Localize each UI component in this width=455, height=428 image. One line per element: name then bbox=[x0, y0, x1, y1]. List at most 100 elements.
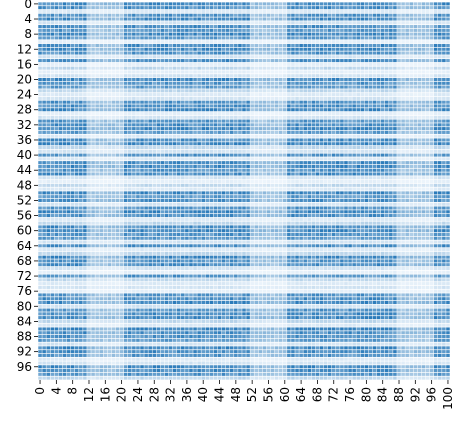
heatmap-cell bbox=[348, 47, 352, 51]
heatmap-cell bbox=[303, 111, 307, 116]
heatmap-cell bbox=[201, 2, 205, 6]
heatmap-cell bbox=[389, 25, 393, 29]
heatmap-cell bbox=[433, 134, 438, 138]
heatmap-cell bbox=[319, 96, 324, 100]
heatmap-cell bbox=[185, 134, 189, 138]
heatmap-cell bbox=[250, 74, 254, 78]
heatmap-cell bbox=[123, 70, 128, 74]
heatmap-cell bbox=[299, 43, 303, 48]
heatmap-cell bbox=[234, 62, 238, 66]
heatmap-cell bbox=[340, 17, 344, 21]
heatmap-cell bbox=[307, 153, 312, 157]
heatmap-cell bbox=[356, 123, 361, 127]
heatmap-cell bbox=[111, 13, 116, 17]
heatmap-cell bbox=[344, 96, 348, 100]
heatmap-cell bbox=[323, 47, 328, 51]
heatmap-cell bbox=[217, 176, 222, 180]
heatmap-cell bbox=[417, 6, 422, 10]
heatmap-cell bbox=[238, 89, 242, 93]
heatmap-cell bbox=[99, 115, 104, 119]
heatmap-cell bbox=[46, 161, 50, 165]
heatmap-cell bbox=[372, 89, 377, 93]
heatmap-cell bbox=[152, 123, 157, 127]
heatmap-cell bbox=[164, 62, 169, 66]
heatmap-cell bbox=[164, 55, 169, 59]
heatmap-cell bbox=[299, 6, 303, 10]
heatmap-cell bbox=[181, 85, 185, 89]
heatmap-cell bbox=[442, 157, 446, 161]
heatmap-cell bbox=[393, 172, 397, 176]
heatmap-cell bbox=[446, 59, 450, 63]
heatmap-cell bbox=[405, 55, 409, 59]
heatmap-cell bbox=[352, 32, 356, 36]
heatmap-cell bbox=[238, 180, 242, 184]
heatmap-cell bbox=[266, 168, 271, 172]
heatmap-cell bbox=[66, 108, 71, 112]
heatmap-cell bbox=[311, 127, 316, 131]
heatmap-cell bbox=[401, 81, 405, 85]
heatmap-cell bbox=[107, 108, 112, 112]
heatmap-cell bbox=[274, 157, 279, 161]
heatmap-cell bbox=[238, 111, 242, 116]
heatmap-cell bbox=[164, 47, 169, 51]
heatmap-cell bbox=[172, 161, 177, 165]
heatmap-cell bbox=[389, 123, 393, 127]
heatmap-cell bbox=[266, 2, 271, 6]
heatmap-cell bbox=[193, 100, 197, 104]
heatmap-cell bbox=[197, 59, 201, 63]
heatmap-cell bbox=[380, 100, 385, 104]
heatmap-cell bbox=[107, 25, 112, 29]
heatmap-cell bbox=[356, 153, 361, 157]
heatmap-cell bbox=[201, 21, 205, 25]
heatmap-cells bbox=[38, 2, 450, 380]
heatmap-cell bbox=[115, 108, 120, 112]
heatmap-cell bbox=[372, 119, 377, 123]
heatmap-cell bbox=[442, 40, 446, 44]
heatmap-cell bbox=[344, 164, 348, 168]
heatmap-cell bbox=[372, 100, 377, 104]
heatmap-cell bbox=[384, 62, 389, 66]
heatmap-cell bbox=[287, 134, 291, 138]
heatmap-cell bbox=[421, 25, 426, 29]
heatmap-cell bbox=[132, 168, 136, 172]
heatmap-cell bbox=[217, 115, 222, 119]
heatmap-cell bbox=[160, 108, 165, 112]
heatmap-cell bbox=[331, 6, 336, 10]
heatmap-cell bbox=[336, 149, 340, 153]
heatmap-cell bbox=[433, 70, 438, 74]
heatmap-cell bbox=[156, 149, 161, 153]
heatmap-cell bbox=[115, 183, 120, 187]
heatmap-cell bbox=[433, 6, 438, 10]
heatmap-cell bbox=[340, 9, 344, 13]
heatmap-cell bbox=[409, 93, 414, 97]
heatmap-cell bbox=[229, 55, 234, 59]
heatmap-cell bbox=[433, 183, 438, 187]
heatmap-cell bbox=[368, 74, 373, 78]
heatmap-cell bbox=[299, 138, 303, 142]
heatmap-cell bbox=[344, 13, 348, 17]
heatmap-cell bbox=[225, 161, 230, 165]
heatmap-cell bbox=[42, 25, 46, 29]
heatmap-cell bbox=[295, 149, 299, 153]
heatmap-cell bbox=[417, 66, 422, 70]
heatmap-cell bbox=[409, 168, 414, 172]
heatmap-cell bbox=[246, 93, 250, 97]
heatmap-cell bbox=[221, 6, 226, 10]
heatmap-cell bbox=[148, 164, 152, 168]
heatmap-cell bbox=[225, 51, 230, 55]
heatmap-cell bbox=[336, 157, 340, 161]
heatmap-cell bbox=[413, 172, 418, 176]
heatmap-cell bbox=[315, 168, 320, 172]
heatmap-cell bbox=[368, 17, 373, 21]
heatmap-cell bbox=[348, 77, 352, 82]
heatmap-cell bbox=[295, 127, 299, 131]
heatmap-cell bbox=[242, 172, 246, 176]
heatmap-cell bbox=[38, 130, 42, 134]
heatmap-cell bbox=[311, 21, 316, 25]
heatmap-cell bbox=[438, 96, 442, 100]
heatmap-cell bbox=[409, 47, 414, 51]
heatmap-cell bbox=[221, 74, 226, 78]
heatmap-cell bbox=[217, 127, 222, 131]
heatmap-cell bbox=[99, 89, 104, 93]
heatmap-cell bbox=[417, 145, 422, 150]
